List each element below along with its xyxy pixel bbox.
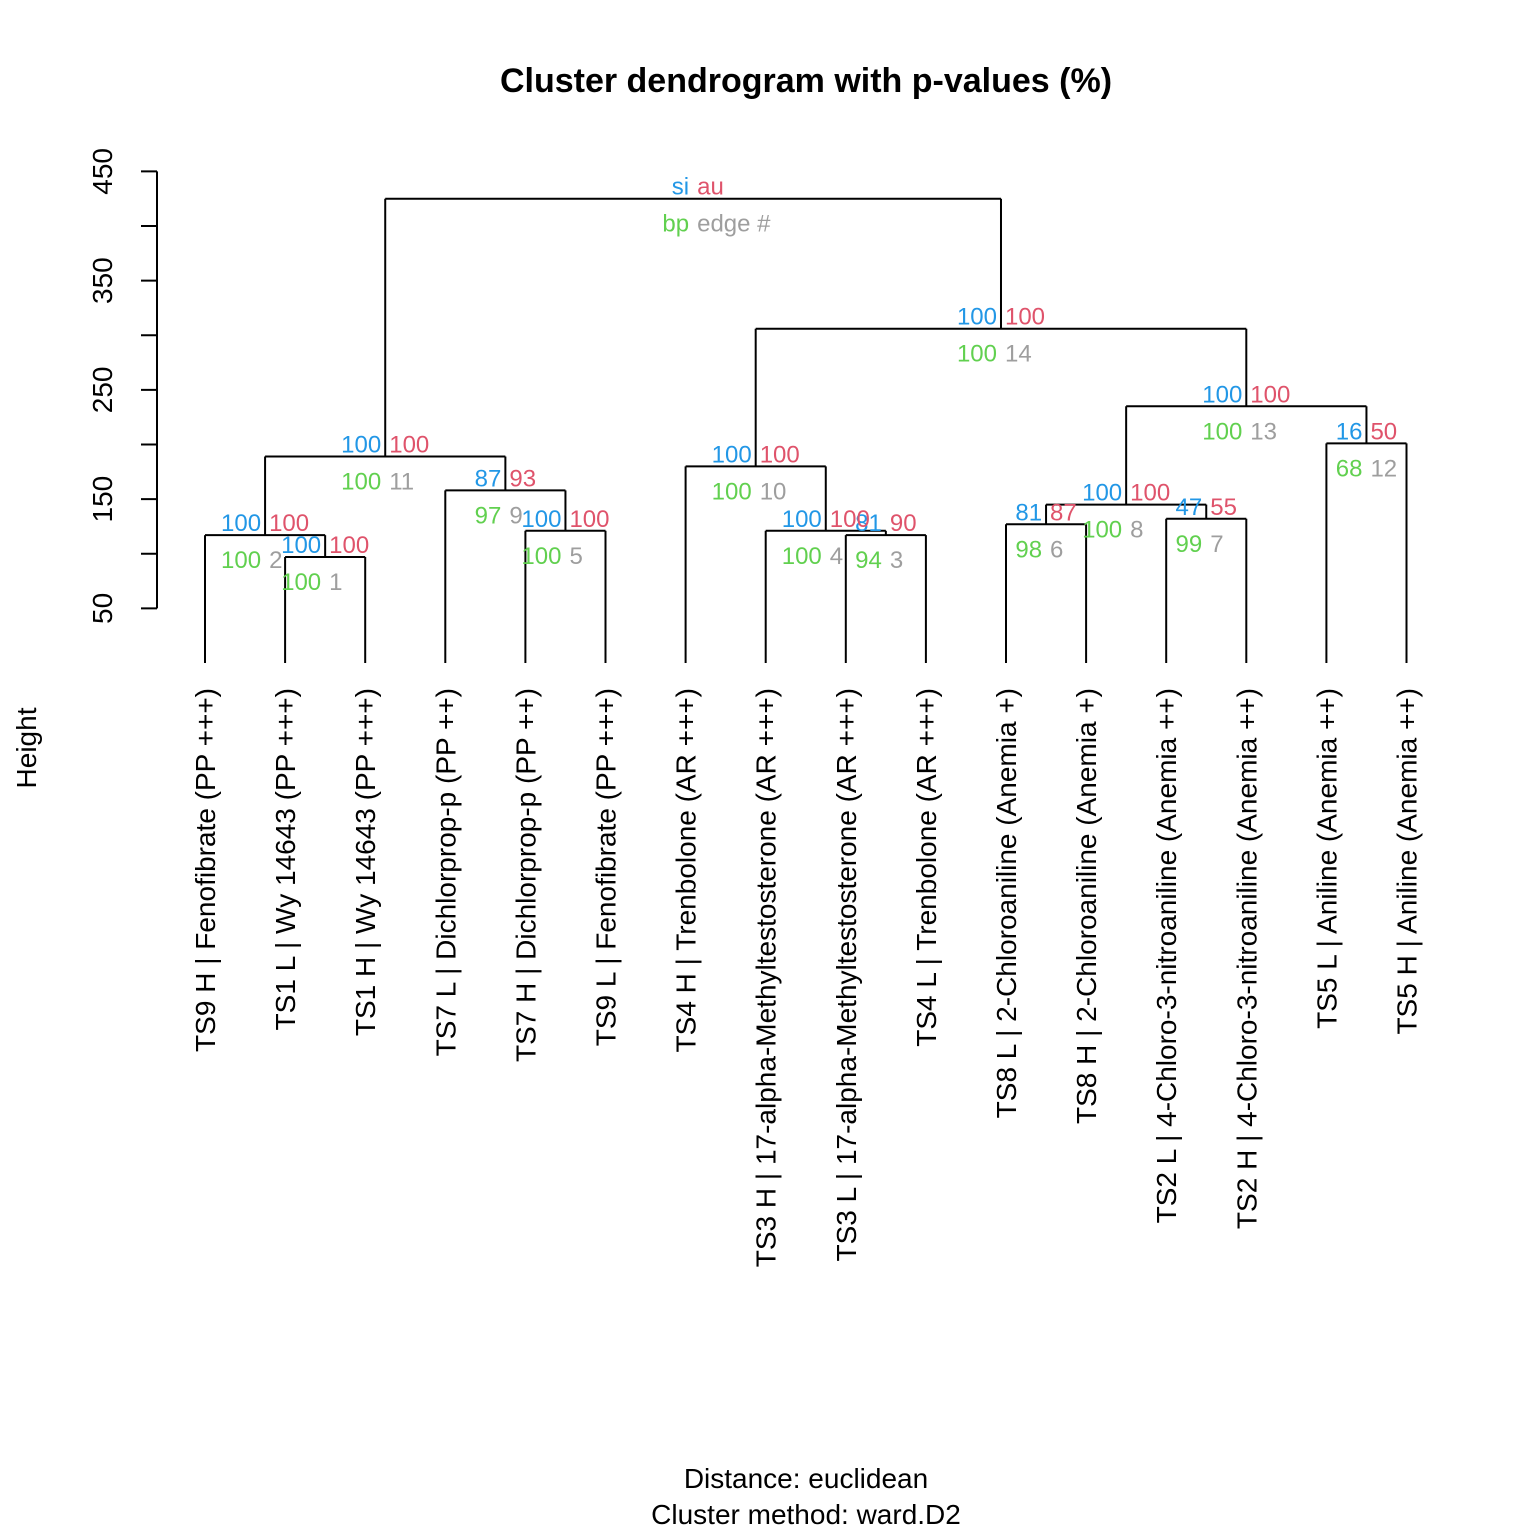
bp-value: 100: [221, 547, 261, 574]
leaf-label: TS9 H | Fenofibrate (PP +++): [190, 688, 221, 1052]
edge-number: 7: [1210, 531, 1223, 558]
y-tick-label: 50: [87, 593, 118, 624]
au-value: 100: [1130, 480, 1170, 507]
leaf-label: TS7 H | Dichlorprop-p (PP ++): [510, 688, 541, 1062]
y-tick-label: 350: [87, 257, 118, 304]
au-value: 87: [1050, 499, 1077, 526]
bp-value: 98: [1015, 536, 1042, 563]
bp-value: bp: [662, 211, 689, 238]
leaf-label: TS2 H | 4-Chloro-3-nitroaniline (Anemia …: [1231, 688, 1262, 1229]
si-value: 100: [221, 510, 261, 537]
si-value: 81: [1015, 499, 1042, 526]
bp-value: 100: [1082, 517, 1122, 544]
y-tick-label: 150: [87, 476, 118, 523]
bp-value: 99: [1176, 531, 1203, 558]
au-value: 90: [890, 510, 917, 537]
leaf-label: TS3 H | 17-alpha-Methyltestosterone (AR …: [751, 688, 782, 1267]
leaf-label: TS2 L | 4-Chloro-3-nitroaniline (Anemia …: [1151, 688, 1182, 1223]
leaf-label: TS3 L | 17-alpha-Methyltestosterone (AR …: [831, 688, 862, 1262]
au-value: 100: [1250, 381, 1290, 408]
leaf-label: TS9 L | Fenofibrate (PP +++): [591, 688, 622, 1046]
leaf-labels: TS9 H | Fenofibrate (PP +++) TS1 L | Wy 1…: [190, 688, 1423, 1267]
leaf-label: TS8 L | 2-Chloroaniline (Anemia +): [991, 688, 1022, 1118]
edge-number: 2: [269, 547, 282, 574]
y-tick-label: 450: [87, 148, 118, 195]
si-value: 100: [1202, 381, 1242, 408]
chart-title: Cluster dendrogram with p-values (%): [500, 62, 1112, 100]
si-value: si: [672, 174, 689, 201]
edge-number: 3: [890, 547, 903, 574]
si-value: 16: [1336, 418, 1363, 445]
si-value: 100: [957, 304, 997, 331]
au-value: 100: [269, 510, 309, 537]
leaf-label: TS8 H | 2-Chloroaniline (Anemia +): [1071, 688, 1102, 1124]
au-value: 93: [509, 465, 536, 492]
si-value: 87: [475, 465, 502, 492]
distance-label: Distance: euclidean: [684, 1463, 928, 1494]
si-value: 100: [782, 506, 822, 533]
bp-value: 100: [281, 569, 321, 596]
bp-value: 100: [521, 543, 561, 570]
au-value: 55: [1210, 494, 1237, 521]
y-axis-label: Height: [11, 707, 42, 788]
au-value: 100: [1005, 304, 1045, 331]
au-value: 100: [329, 532, 369, 559]
bp-value: 100: [341, 469, 381, 496]
edge-number: 11: [389, 469, 414, 496]
leaf-label: TS4 H | Trenbolone (AR +++): [671, 688, 702, 1052]
edge-number: 14: [1005, 341, 1032, 368]
dendrogram-tree: [204, 197, 1408, 663]
bp-value: 100: [712, 478, 752, 505]
leaf-label: TS4 L | Trenbolone (AR +++): [911, 688, 942, 1047]
au-value: 100: [389, 432, 429, 459]
si-value: 100: [281, 532, 321, 559]
bp-value: 100: [957, 341, 997, 368]
bp-value: 97: [475, 502, 502, 529]
edge-number: 10: [760, 478, 787, 505]
edge-number: 1: [329, 569, 342, 596]
leaf-label: TS1 H | Wy 14643 (PP +++): [350, 688, 381, 1036]
si-value: 81: [855, 510, 882, 537]
au-value: 100: [830, 506, 870, 533]
si-value: 100: [1082, 480, 1122, 507]
si-value: 47: [1176, 494, 1203, 521]
au-value: 100: [569, 506, 609, 533]
bp-value: 94: [855, 547, 882, 574]
edge-number: 8: [1130, 517, 1143, 544]
au-value: 50: [1370, 418, 1397, 445]
y-tick-label: 250: [87, 367, 118, 414]
si-value: 100: [521, 506, 561, 533]
bp-value: 100: [1202, 418, 1242, 445]
edge-number: 5: [569, 543, 582, 570]
edge-number: 4: [830, 543, 843, 570]
edge-number: 13: [1250, 418, 1277, 445]
si-value: 100: [341, 432, 381, 459]
bp-value: 100: [782, 543, 822, 570]
bp-value: 68: [1336, 455, 1363, 482]
edge-number: 6: [1050, 536, 1063, 563]
edge-number: edge #: [697, 211, 771, 238]
leaf-label: TS5 H | Aniline (Anemia ++): [1392, 688, 1423, 1035]
edge-number: 12: [1370, 455, 1397, 482]
si-value: 100: [712, 441, 752, 468]
leaf-label: TS7 L | Dichlorprop-p (PP ++): [430, 688, 461, 1056]
y-axis: 50 150 250 350 450: [87, 148, 158, 624]
leaf-label: TS1 L | Wy 14643 (PP +++): [270, 688, 301, 1030]
cluster-method-label: Cluster method: ward.D2: [651, 1499, 961, 1530]
au-value: 100: [760, 441, 800, 468]
edge-number: 9: [509, 502, 522, 529]
au-value: au: [697, 174, 724, 201]
leaf-label: TS5 L | Aniline (Anemia ++): [1311, 688, 1342, 1029]
